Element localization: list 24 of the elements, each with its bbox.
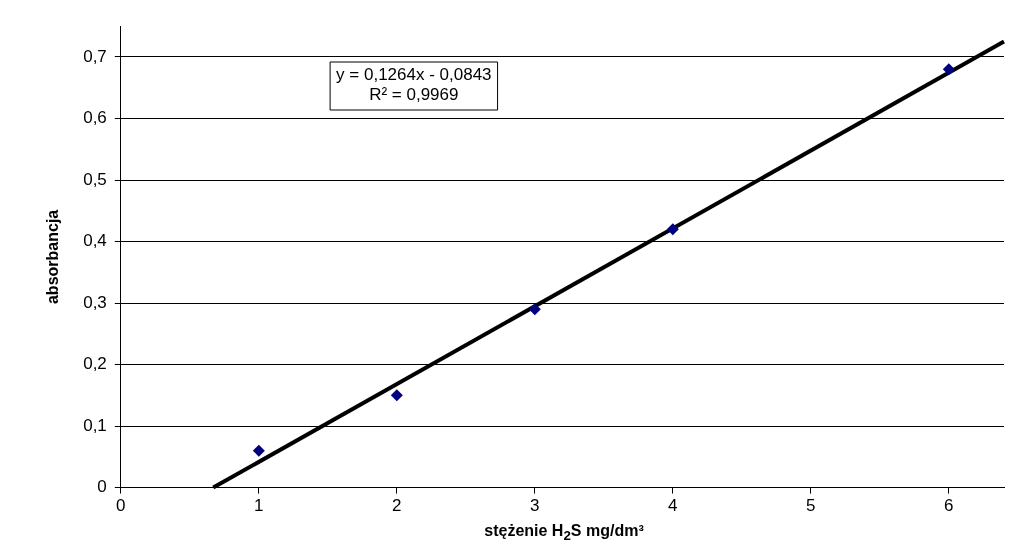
point: [528, 303, 541, 316]
x-axis-title: stężenie H$_{2}$S mg/dm³: [483, 521, 645, 546]
x-tick-label: 3: [530, 496, 540, 516]
y-tick-label: 0,1: [83, 415, 107, 435]
annotation: y = 0,1264x - 0,0843: [336, 65, 492, 85]
x-tick-label: 1: [254, 496, 264, 516]
y-tick-label: 0,5: [83, 169, 107, 189]
y-tick-label: 0,4: [83, 231, 107, 251]
y-axis-title: absorbancja: [44, 209, 62, 305]
annotation: R² = 0,9969: [369, 85, 459, 105]
x-tick-label: 2: [392, 496, 402, 516]
x-tick-label: 0: [116, 496, 126, 516]
y-tick-label: 0,6: [83, 108, 107, 128]
x-tick-label: 6: [944, 496, 954, 516]
point: [390, 389, 403, 402]
y-tick-label: 0,2: [83, 354, 107, 374]
point: [252, 444, 265, 457]
point: [666, 223, 679, 236]
x-tick-label: 4: [668, 496, 678, 516]
y-tick-label: 0: [97, 477, 107, 497]
x-tick-label: 5: [806, 496, 816, 516]
point: [942, 63, 955, 76]
y-tick-label: 0,7: [83, 46, 107, 66]
y-tick-label: 0,3: [83, 292, 107, 312]
